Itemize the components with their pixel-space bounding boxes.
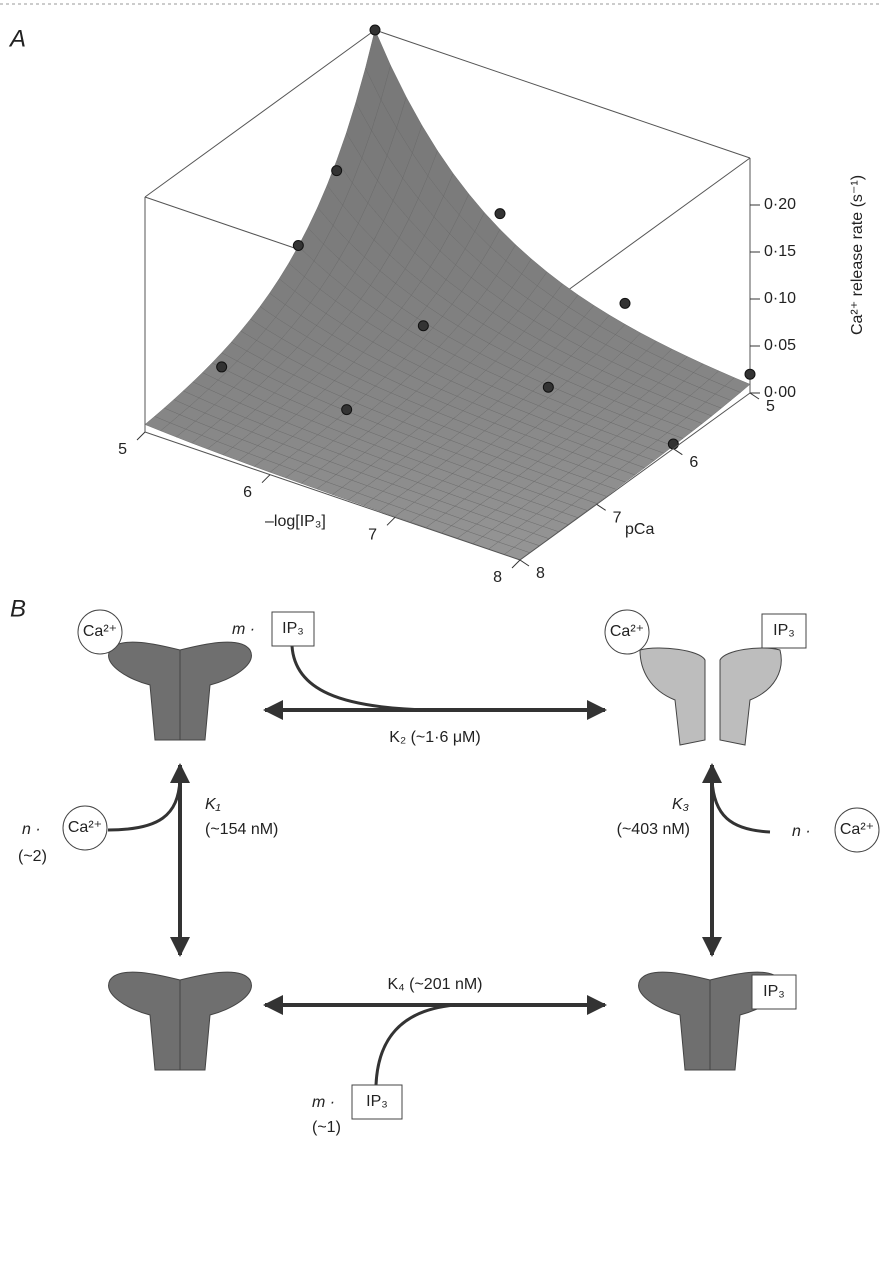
x-tick-label: 6 — [243, 484, 252, 501]
ion-circle — [604, 609, 650, 655]
data-point — [619, 297, 631, 309]
z-tick-label: 0·10 — [764, 290, 796, 307]
constant-value: (~403 nM) — [617, 821, 690, 838]
ligand-box — [351, 1084, 403, 1120]
y-tick — [519, 559, 530, 567]
constant-name: K₁ — [205, 796, 221, 813]
ligand-prefix: n · — [792, 823, 811, 840]
x-tick-label: 7 — [368, 527, 377, 544]
z-tick-label: 0·15 — [764, 243, 796, 260]
data-point — [216, 361, 228, 373]
constant-name: K₃ — [672, 796, 689, 813]
data-point — [341, 404, 353, 416]
constant-label: K₄ (~201 nM) — [387, 976, 482, 993]
z-tick-label: 0·05 — [764, 337, 796, 354]
surface-plot: 5 6 7 8 5 6 7 8 0·00 0·05 0·10 0·15 0·20 — [118, 24, 796, 586]
x-axis-title: –log[IP₃] — [265, 513, 326, 530]
ligand-box — [271, 611, 315, 647]
binding-curve — [290, 645, 431, 712]
constant-value: (~154 nM) — [205, 821, 278, 838]
binding-curve — [107, 779, 182, 832]
data-point — [417, 320, 429, 332]
coefficient: (~1) — [312, 1119, 341, 1136]
panel-label: A — [8, 25, 26, 52]
z-tick-label: 0·00 — [764, 384, 796, 401]
axis-line — [519, 392, 751, 561]
data-point — [542, 381, 554, 393]
coefficient: (~2) — [18, 848, 47, 865]
box-edge — [144, 29, 376, 198]
y-tick — [596, 503, 606, 511]
scheme: B Ca²⁺ Ca²⁺ IP₃ m · IP₃ K₂ (~1·6 μM) K₁ … — [10, 595, 880, 1136]
y-tick-label: 5 — [766, 398, 775, 415]
data-point — [369, 24, 381, 36]
ligand-label: IP₃ — [773, 622, 795, 639]
z-tick-label: 0·20 — [764, 196, 796, 213]
receptor-open — [719, 647, 782, 746]
ligand-prefix: m · — [312, 1094, 335, 1111]
ion-circle — [77, 609, 123, 655]
x-tick — [136, 431, 146, 441]
y-tick-label: 7 — [613, 510, 622, 527]
y-tick-label: 6 — [689, 454, 698, 471]
ligand-label: IP₃ — [366, 1093, 388, 1110]
ligand-prefix: m · — [232, 621, 255, 638]
data-point — [331, 165, 343, 177]
z-axis-title: Ca²⁺ release rate (s⁻¹) — [849, 175, 866, 335]
ligand-label: IP₃ — [282, 620, 304, 637]
y-tick — [673, 448, 683, 456]
x-tick — [261, 474, 271, 484]
axis-line — [144, 431, 521, 561]
ligand-box — [751, 974, 797, 1010]
x-tick-label: 8 — [493, 569, 502, 586]
data-point — [292, 239, 304, 251]
x-tick — [511, 559, 521, 569]
ligand-box — [761, 613, 807, 649]
constant-label: K₂ (~1·6 μM) — [389, 729, 480, 746]
y-tick-label: 8 — [536, 565, 545, 582]
panel-label: B — [10, 595, 26, 622]
x-tick-label: 5 — [118, 441, 127, 458]
ion-label: Ca²⁺ — [610, 623, 644, 640]
ion-label: Ca²⁺ — [83, 623, 117, 640]
data-point — [494, 208, 506, 220]
ion-label: Ca²⁺ — [840, 821, 874, 838]
y-tick — [749, 392, 760, 400]
data-point — [667, 438, 679, 450]
ion-circle — [62, 805, 108, 851]
ligand-label: IP₃ — [763, 983, 785, 1000]
x-tick — [386, 516, 396, 526]
ion-label: Ca²⁺ — [68, 819, 102, 836]
y-axis-title: pCa — [625, 521, 654, 538]
binding-curve — [710, 779, 771, 834]
receptor-open — [639, 647, 706, 746]
data-point — [744, 368, 756, 380]
binding-curve — [374, 1003, 456, 1086]
ligand-prefix: n · — [22, 821, 41, 838]
ion-circle — [834, 807, 880, 853]
box-edge — [374, 29, 751, 159]
